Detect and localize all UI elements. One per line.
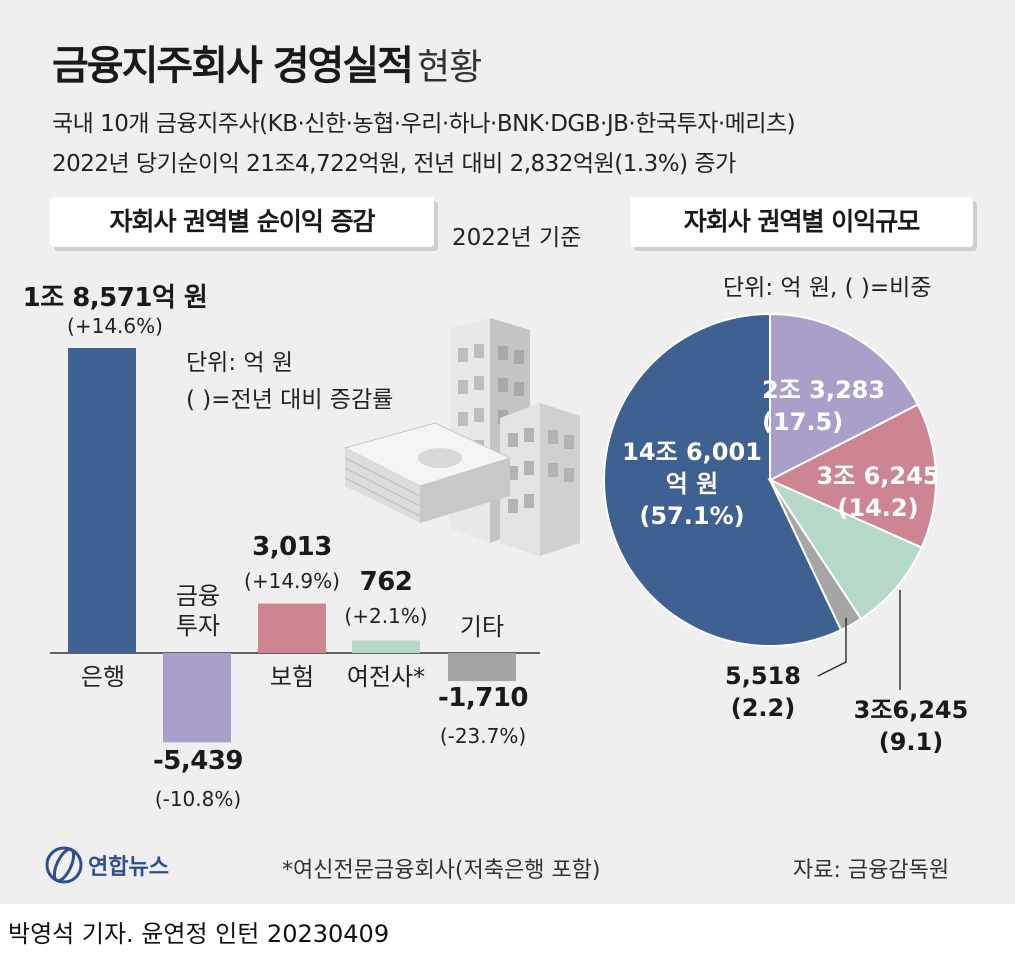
pie-label-card-amount: 3조6,245 (853, 696, 969, 724)
bar-category-invest-line1: 금융 (175, 582, 221, 610)
pie-slice-card (767, 477, 923, 621)
bank-building-illustration (343, 318, 580, 556)
pie-label-other: 5,518 (2.2) (718, 660, 808, 724)
yonhap-logo-text: 연합뉴스 (88, 855, 169, 880)
pie-label-invest: 2조 3,283 (17.5) (762, 374, 886, 438)
bar-value-label-insurance: 3,013 (252, 532, 332, 562)
bar-value-label-bank: 1조 8,571억 원 (22, 283, 208, 313)
bar-category-insurance: 보험 (269, 663, 315, 691)
pie-label-invest-share: (17.5) (762, 408, 844, 436)
headline-subtitle: 현황 (417, 47, 482, 88)
pie-label-other-share: (2.2) (730, 694, 796, 722)
bar-other (448, 653, 516, 682)
headline: 금융지주회사 경영실적 현황 (52, 33, 482, 91)
summary-line-2: 2022년 당기순이익 21조4,722억원, 전년 대비 2,832억원(1.… (52, 151, 736, 177)
leader-line-other (817, 618, 847, 677)
pie-label-other-amount: 5,518 (725, 662, 801, 690)
base-year-label: 2022년 기준 (452, 225, 582, 251)
bar-category-other: 기타 (459, 613, 505, 641)
pie-slice-invest (769, 312, 920, 482)
source-label: 자료: 금융감독원 (793, 858, 950, 883)
pie-leader-lines (817, 590, 901, 690)
bar-invest (163, 653, 231, 743)
bar-value-label-other: -1,710 (437, 683, 529, 713)
byline: 박영석 기자. 윤연정 인턴 20230409 (8, 920, 390, 948)
pie-label-invest-amount: 2조 3,283 (762, 376, 886, 404)
bar-category-card: 여전사* (346, 663, 426, 691)
left-legend-label: ( )=전년 대비 증감률 (186, 387, 394, 413)
pie-slice-bank (603, 312, 843, 647)
left-panel-tab: 자회사 권역별 순이익 증감 (50, 197, 434, 247)
bar-change-label-other: (-23.7%) (439, 724, 527, 748)
bar-change-label-bank: (+14.6%) (67, 314, 163, 338)
yonhap-globe-icon (45, 846, 83, 884)
profit-share-pie-chart (603, 312, 937, 647)
bar-category-invest-line2: 투자 (175, 612, 221, 640)
pie-label-insurance-share: (14.2) (837, 494, 919, 522)
bar-change-label-card: (+2.1%) (344, 604, 428, 628)
left-unit-label: 단위: 억 원 (186, 350, 294, 376)
footnote: *여신전문금융회사(저축은행 포함) (282, 858, 601, 883)
bar-change-label-invest: (-10.8%) (154, 787, 242, 811)
right-panel-tab: 자회사 권역별 이익규모 (630, 197, 973, 247)
pie-label-insurance: 3조 6,245 (14.2) (808, 460, 948, 524)
bar-card (352, 640, 420, 653)
pie-label-insurance-amount: 3조 6,245 (816, 462, 940, 490)
pie-label-card-share: (9.1) (878, 728, 944, 756)
yonhap-logo: 연합뉴스 (44, 845, 169, 885)
bar-insurance (258, 603, 326, 653)
bar-value-label-card: 762 (359, 567, 413, 597)
right-unit-label: 단위: 억 원, ( )=비중 (723, 275, 932, 301)
pie-label-bank-amount: 14조 6,001억 원 (622, 438, 762, 498)
pie-label-card: 3조6,245 (9.1) (846, 694, 976, 758)
pie-label-bank: 14조 6,001억 원 (57.1%) (612, 436, 772, 532)
pie-label-bank-share: (57.1%) (639, 502, 745, 530)
summary-line-1: 국내 10개 금융지주사(KB·신한·농협·우리·하나·BNK·DGB·JB·한… (52, 111, 796, 137)
bar-change-label-insurance: (+14.9%) (244, 569, 340, 593)
net-income-change-bar-chart (50, 348, 540, 743)
money-stack (343, 422, 512, 523)
building-short (500, 403, 580, 556)
bar-value-label-invest: -5,439 (152, 746, 244, 776)
bar-bank (68, 348, 136, 653)
bar-category-bank: 은행 (80, 663, 126, 691)
headline-title: 금융지주회사 경영실적 (52, 43, 414, 89)
pie-slice-insurance (767, 403, 937, 549)
